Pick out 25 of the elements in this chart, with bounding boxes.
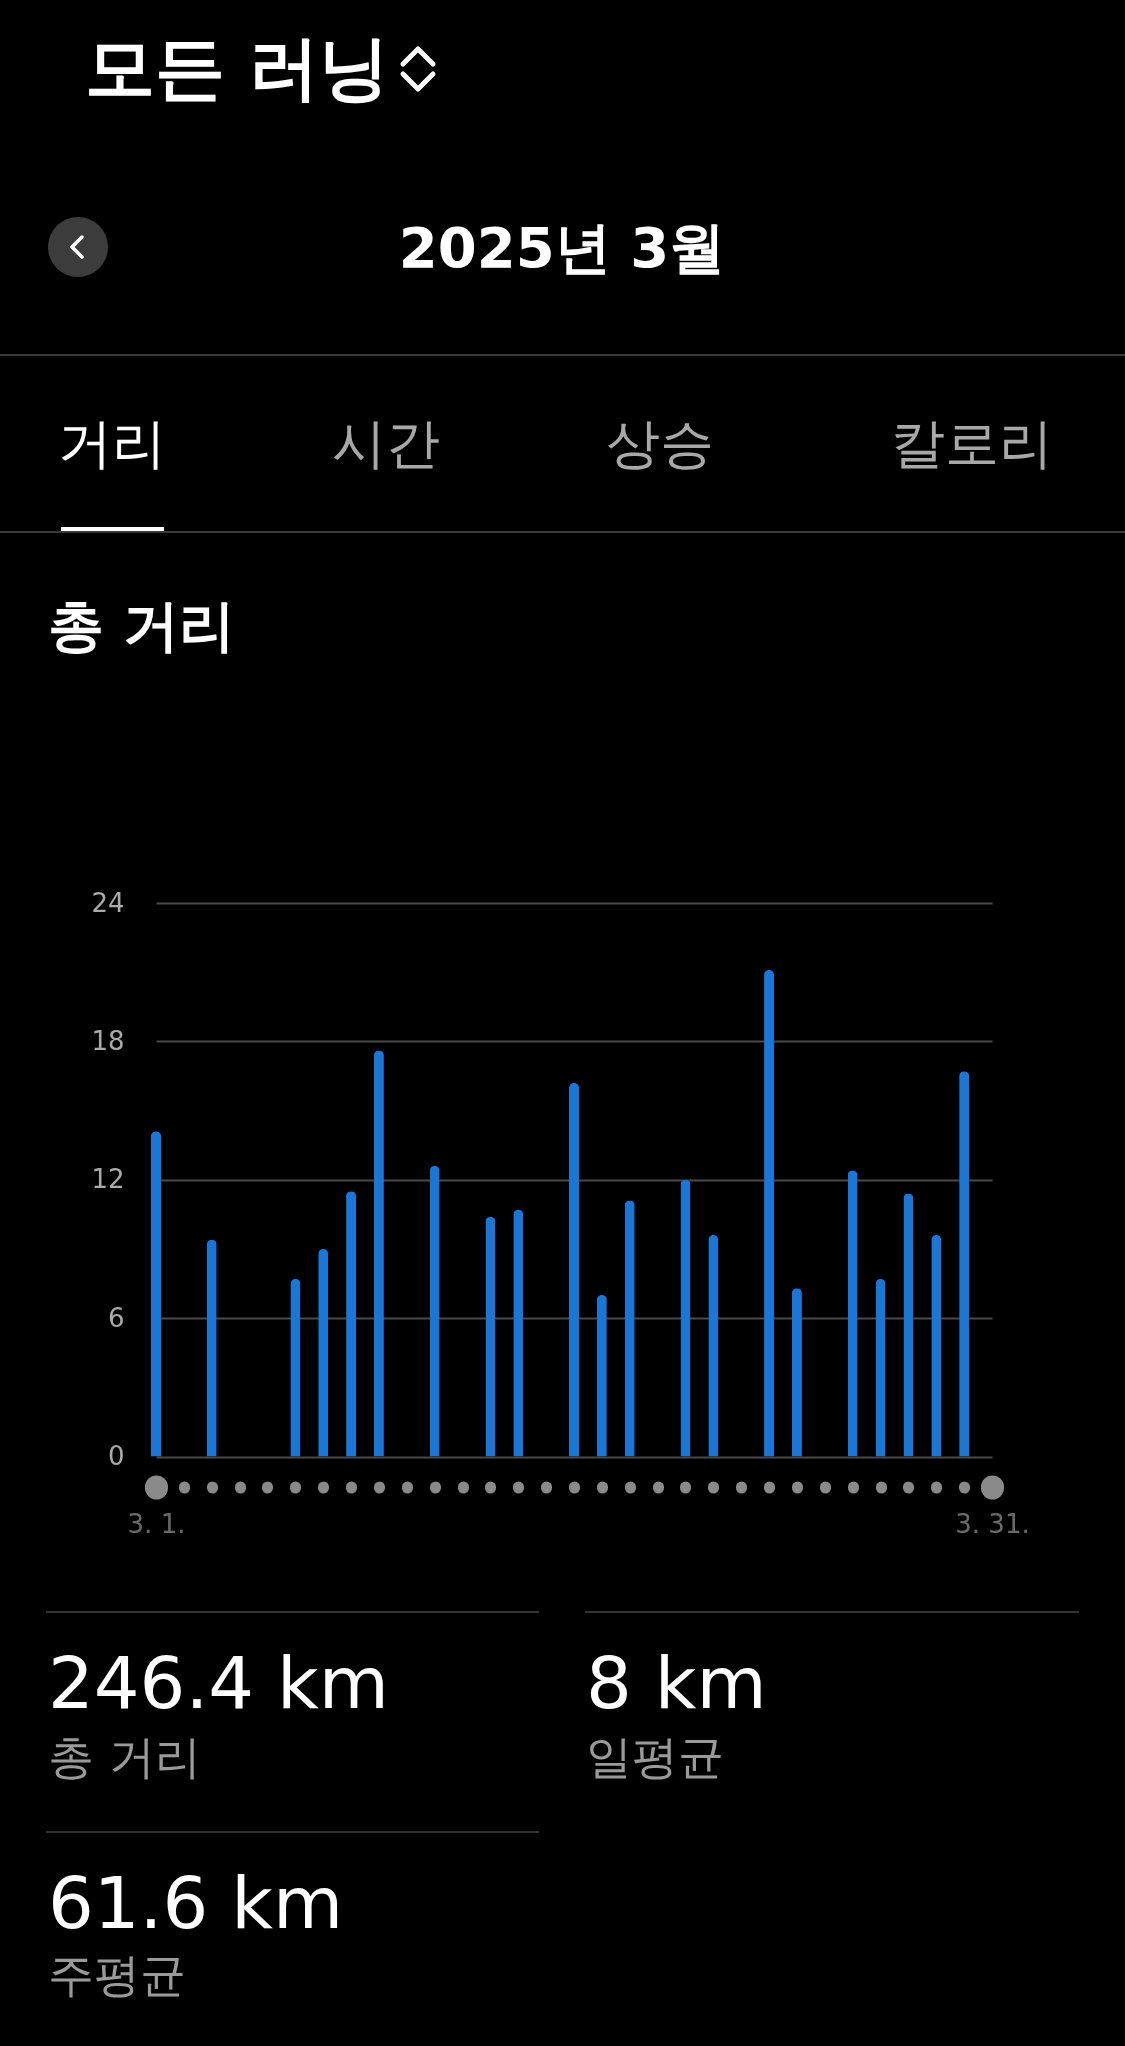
text: 총 거리 [48,1729,201,1784]
bar [959,1071,970,1457]
y-tick-label: 18 [91,1025,125,1056]
text: 주평균 [48,1947,186,2002]
y-tick-label: 12 [91,1164,125,1195]
text: 시간 [332,411,440,476]
text: 8 km [586,1640,767,1725]
bar [764,969,775,1457]
text: 총 거리 [48,592,236,659]
bar [151,1131,161,1457]
y-tick-label: 0 [107,1441,125,1471]
text: 거리 [58,411,166,476]
text: 상승 [606,411,714,476]
y-tick-label: 6 [107,1302,125,1333]
bar [569,1082,579,1457]
text: 61.6 km [48,1860,344,1945]
text: 246.4 km [48,1640,389,1725]
bar [373,1050,384,1457]
x-tick-label: 3. 1. [127,1509,186,1539]
text: 칼로리 [891,411,1053,476]
chart-title: 모든 러닝 [85,26,390,109]
chart-subtitle: 2025년 3월 [398,214,726,281]
x-tick-label: 3. 31. [955,1509,1030,1539]
text: 일평균 [586,1729,724,1784]
y-tick-label: 24 [91,887,125,918]
